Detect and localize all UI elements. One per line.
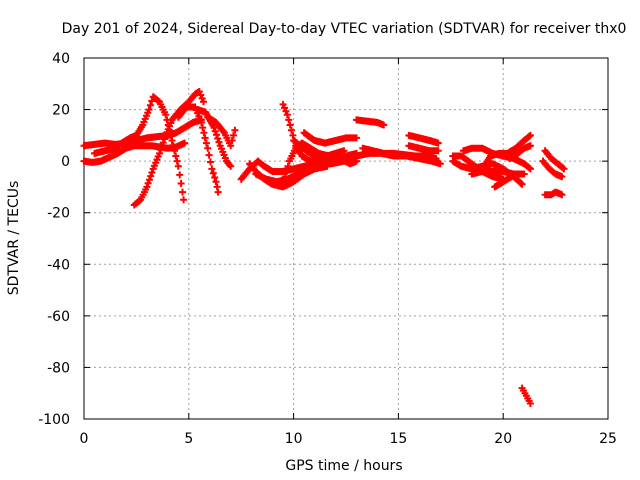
series-arc-23 (478, 131, 534, 173)
series-arc-29 (541, 188, 566, 199)
data-point-markers (506, 142, 534, 163)
chart-title: Day 201 of 2024, Sidereal Day-to-day VTE… (62, 21, 627, 37)
x-tick-label: 25 (599, 431, 617, 447)
plot-frame (83, 57, 609, 420)
data-point-markers (130, 88, 207, 209)
series-arc-24 (491, 173, 516, 191)
y-tick-label: 20 (52, 103, 70, 119)
series-arc-5 (174, 103, 222, 196)
data-point-markers (174, 103, 222, 196)
series-arc-15 (353, 116, 388, 129)
y-axis-label: SDTVAR / TECUs (6, 181, 22, 296)
series-arc-7 (204, 113, 239, 150)
x-axis-label: GPS time / hours (285, 458, 402, 474)
series-arc-28 (539, 157, 566, 181)
series-arc-27 (541, 147, 568, 173)
y-tick-label: 0 (61, 154, 70, 170)
axis-ticks: 0 5 10 15 20 25 40 20 0 -20 -40 -60 -80 -100 (38, 51, 617, 447)
x-tick-label: 10 (285, 431, 303, 447)
x-tick-label: 20 (494, 431, 512, 447)
y-tick-label: -20 (47, 206, 70, 222)
y-tick-label: -60 (47, 309, 70, 325)
x-tick-label: 15 (389, 431, 407, 447)
data-point-markers (405, 142, 442, 155)
data-point-markers (405, 131, 442, 147)
y-tick-label: 40 (52, 51, 70, 67)
series-arc-18 (405, 142, 442, 155)
x-tick-label: 0 (80, 431, 89, 447)
y-tick-label: -80 (47, 360, 70, 376)
series-arc-4 (130, 88, 207, 209)
y-tick-label: -100 (38, 412, 70, 428)
data-point-markers (539, 157, 566, 181)
series-arc-26 (518, 384, 534, 407)
data-point-markers (491, 173, 516, 191)
data-point-markers (478, 131, 534, 173)
data-point-markers (91, 93, 188, 204)
y-tick-label: -40 (47, 257, 70, 273)
data-point-markers (541, 147, 568, 173)
data-point-markers (359, 144, 440, 163)
data-point-markers (300, 129, 360, 147)
series-arc-16 (359, 144, 440, 163)
data-points (80, 88, 568, 407)
series-arc-3 (91, 93, 188, 204)
series-arc-13 (300, 129, 360, 147)
data-point-markers (518, 384, 534, 407)
series-arc-17 (405, 131, 442, 147)
data-point-markers (353, 116, 388, 129)
series-arc-25 (506, 142, 534, 163)
x-tick-label: 5 (184, 431, 193, 447)
data-point-markers (204, 113, 239, 150)
data-point-markers (541, 188, 566, 199)
